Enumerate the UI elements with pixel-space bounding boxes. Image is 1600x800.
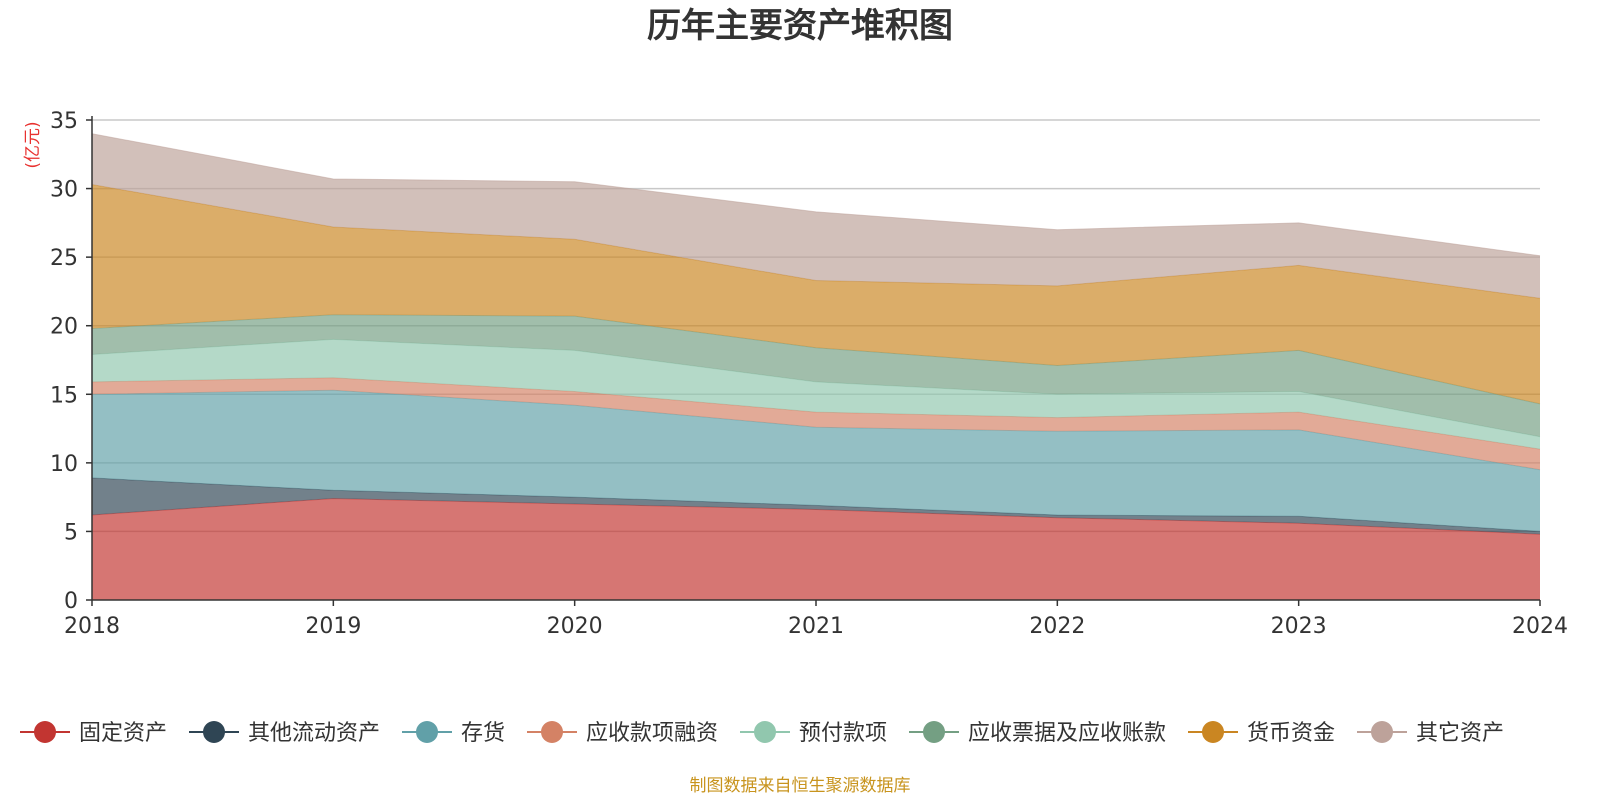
legend[interactable]: 固定资产 其他流动资产 存货 应收款项融资 预付款项 应收票据及应收账款 货币资金 其它资产 <box>20 721 1504 746</box>
y-tick-label: 35 <box>50 109 78 134</box>
legend-label: 其他流动资产 <box>248 721 380 746</box>
area-7 <box>92 184 1540 404</box>
area-edge-8 <box>91 133 1541 257</box>
legend-marker <box>923 721 945 743</box>
legend-item-2[interactable]: 其他流动资产 <box>189 721 380 746</box>
legend-marker <box>541 721 563 743</box>
legend-item-1[interactable]: 固定资产 <box>20 721 167 746</box>
y-tick-label: 5 <box>64 520 78 545</box>
x-tick-label: 2022 <box>1029 614 1085 639</box>
legend-label: 存货 <box>461 721 505 746</box>
area-5 <box>92 339 1540 450</box>
chart-title: 历年主要资产堆积图 <box>647 6 953 46</box>
legend-item-3[interactable]: 存货 <box>402 721 505 746</box>
x-tick-label: 2021 <box>788 614 844 639</box>
legend-marker <box>203 721 225 743</box>
area-series <box>91 133 1541 600</box>
legend-item-6[interactable]: 应收票据及应收账款 <box>909 721 1166 746</box>
legend-marker <box>416 721 438 743</box>
y-tick-label: 20 <box>50 315 78 340</box>
y-tick-label: 30 <box>50 178 78 203</box>
legend-label: 预付款项 <box>799 721 887 746</box>
x-tick-label: 2019 <box>305 614 361 639</box>
data-source-note: 制图数据来自恒生聚源数据库 <box>690 776 911 796</box>
legend-marker <box>34 721 56 743</box>
x-tick-label: 2018 <box>64 614 120 639</box>
legend-label: 应收票据及应收账款 <box>968 721 1166 746</box>
legend-item-5[interactable]: 预付款项 <box>740 721 887 746</box>
area-1 <box>92 498 1540 600</box>
area-4 <box>92 377 1540 470</box>
y-tick-label: 10 <box>50 452 78 477</box>
legend-marker <box>1371 721 1393 743</box>
legend-label: 其它资产 <box>1416 721 1504 746</box>
legend-marker <box>1202 721 1224 743</box>
area-2 <box>92 477 1540 535</box>
y-tick-label: 15 <box>50 383 78 408</box>
area-8 <box>92 133 1540 299</box>
y-tick-label: 0 <box>64 589 78 614</box>
axes: 0 5 10 15 20 25 30 35 2018 2019 2020 2021 2022 2023 20… <box>50 109 1568 639</box>
legend-item-7[interactable]: 货币资金 <box>1188 721 1335 746</box>
x-tick-label: 2024 <box>1512 614 1568 639</box>
legend-label: 固定资产 <box>79 721 167 746</box>
area-3 <box>92 390 1540 532</box>
legend-item-4[interactable]: 应收款项融资 <box>527 721 718 746</box>
y-tick-label: 25 <box>50 246 78 271</box>
x-tick-label: 2023 <box>1271 614 1327 639</box>
legend-label: 货币资金 <box>1247 721 1335 746</box>
y-axis-unit-label: (亿元) <box>23 121 43 168</box>
x-tick-label: 2020 <box>547 614 603 639</box>
legend-marker <box>754 721 776 743</box>
legend-label: 应收款项融资 <box>586 721 718 746</box>
legend-item-8[interactable]: 其它资产 <box>1357 721 1504 746</box>
area-6 <box>92 314 1540 437</box>
